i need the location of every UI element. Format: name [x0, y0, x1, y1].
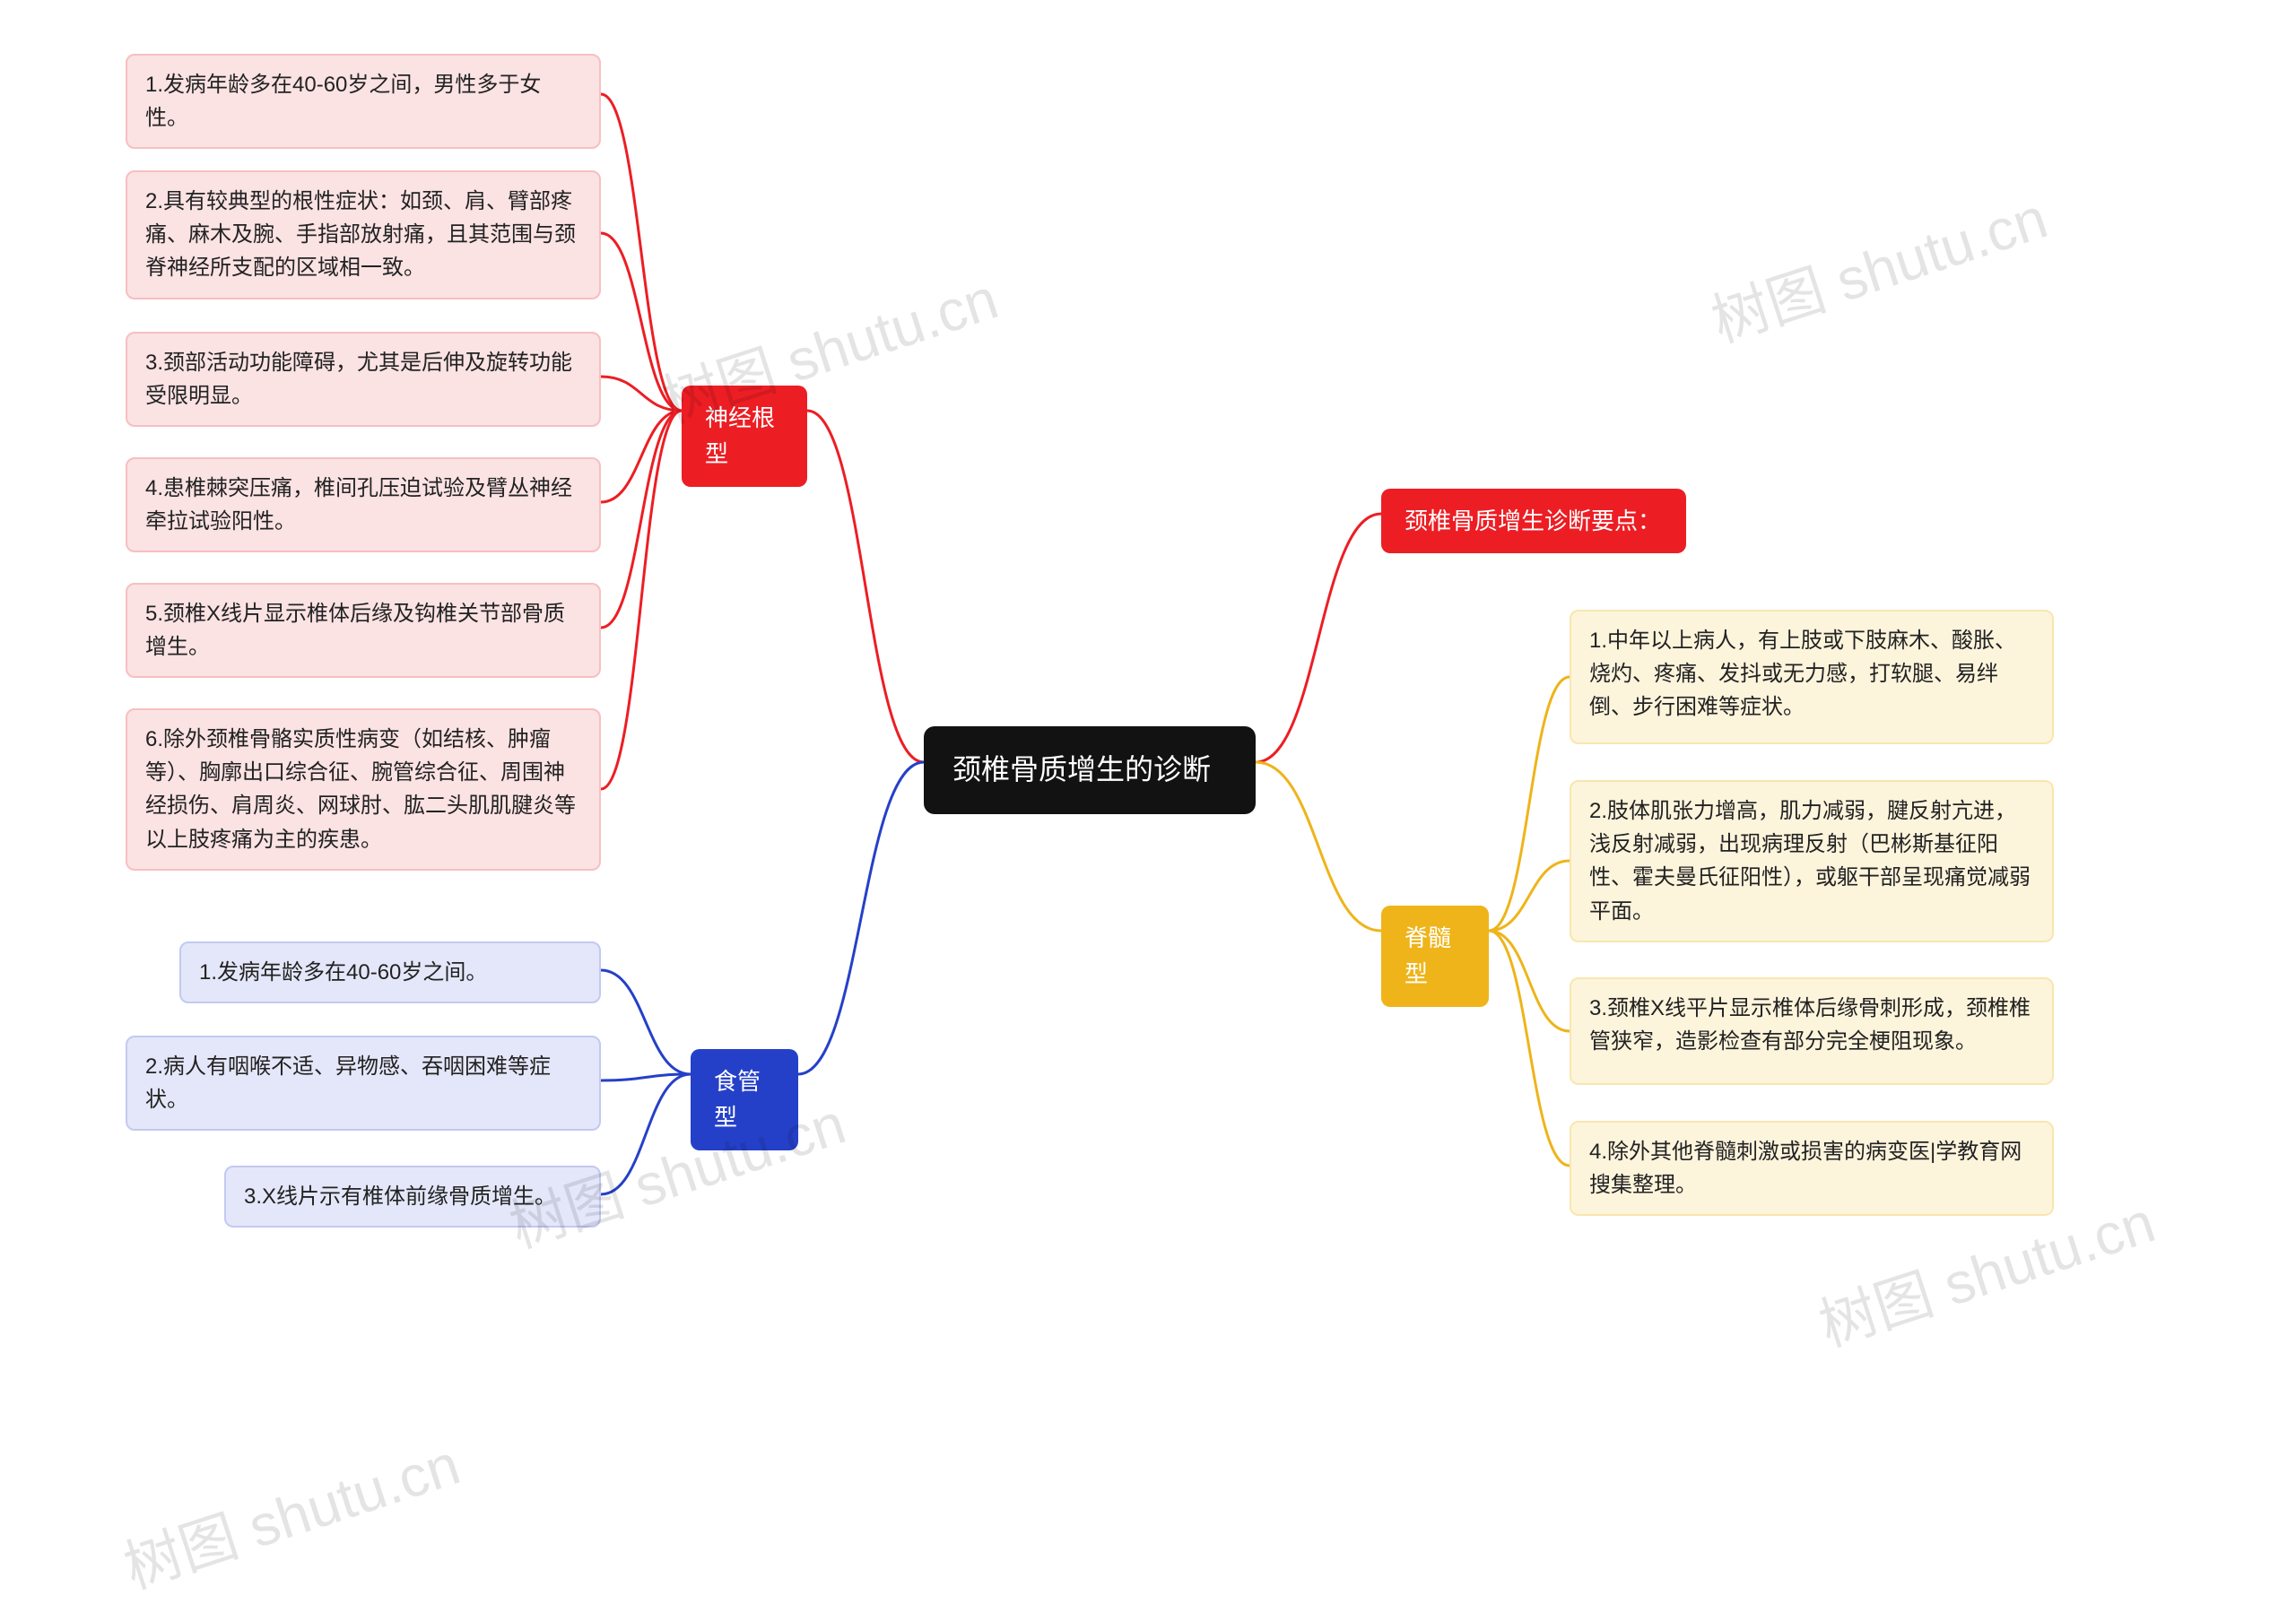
- leaf-nerve-0[interactable]: 1.发病年龄多在40-60岁之间，男性多于女性。: [126, 54, 601, 149]
- leaf-nerve-1[interactable]: 2.具有较典型的根性症状：如颈、肩、臂部疼痛、麻木及腕、手指部放射痛，且其范围与…: [126, 170, 601, 299]
- leaf-spinal-2[interactable]: 3.颈椎X线平片显示椎体后缘骨刺形成，颈椎椎管狭窄，造影检查有部分完全梗阻现象。: [1570, 977, 2054, 1085]
- leaf-nerve-5[interactable]: 6.除外颈椎骨骼实质性病变（如结核、肿瘤等）、胸廓出口综合征、腕管综合征、周围神…: [126, 708, 601, 871]
- watermark: 树图 shutu.cn: [1700, 172, 2056, 358]
- leaf-nerve-2[interactable]: 3.颈部活动功能障碍，尤其是后伸及旋转功能受限明显。: [126, 332, 601, 427]
- leaf-esoph-2[interactable]: 3.X线片示有椎体前缘骨质增生。: [224, 1166, 601, 1228]
- leaf-spinal-3[interactable]: 4.除外其他脊髓刺激或损害的病变医|学教育网搜集整理。: [1570, 1121, 2054, 1216]
- leaf-nerve-3[interactable]: 4.患椎棘突压痛，椎间孔压迫试验及臂丛神经牵拉试验阳性。: [126, 457, 601, 552]
- mindmap-canvas: 颈椎骨质增生的诊断 神经根型 1.发病年龄多在40-60岁之间，男性多于女性。 2.具…: [0, 0, 2296, 1575]
- leaf-nerve-4[interactable]: 5.颈椎X线片显示椎体后缘及钩椎关节部骨质增生。: [126, 583, 601, 678]
- watermark: 树图 shutu.cn: [112, 1418, 468, 1604]
- leaf-spinal-0[interactable]: 1.中年以上病人，有上肢或下肢麻木、酸胀、烧灼、疼痛、发抖或无力感，打软腿、易绊…: [1570, 610, 2054, 744]
- leaf-spinal-1[interactable]: 2.肢体肌张力增高，肌力减弱，腱反射亢进，浅反射减弱，出现病理反射（巴彬斯基征阳…: [1570, 780, 2054, 942]
- leaf-esoph-0[interactable]: 1.发病年龄多在40-60岁之间。: [179, 941, 601, 1003]
- branch-nerve[interactable]: 神经根型: [682, 386, 807, 487]
- leaf-esoph-1[interactable]: 2.病人有咽喉不适、异物感、吞咽困难等症状。: [126, 1036, 601, 1131]
- branch-spinal[interactable]: 脊髓型: [1381, 906, 1489, 1007]
- root-node[interactable]: 颈椎骨质增生的诊断: [924, 726, 1256, 814]
- branch-esoph[interactable]: 食管型: [691, 1049, 798, 1150]
- branch-header[interactable]: 颈椎骨质增生诊断要点：: [1381, 489, 1686, 553]
